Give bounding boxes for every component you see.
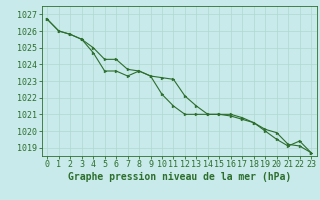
X-axis label: Graphe pression niveau de la mer (hPa): Graphe pression niveau de la mer (hPa) <box>68 172 291 182</box>
